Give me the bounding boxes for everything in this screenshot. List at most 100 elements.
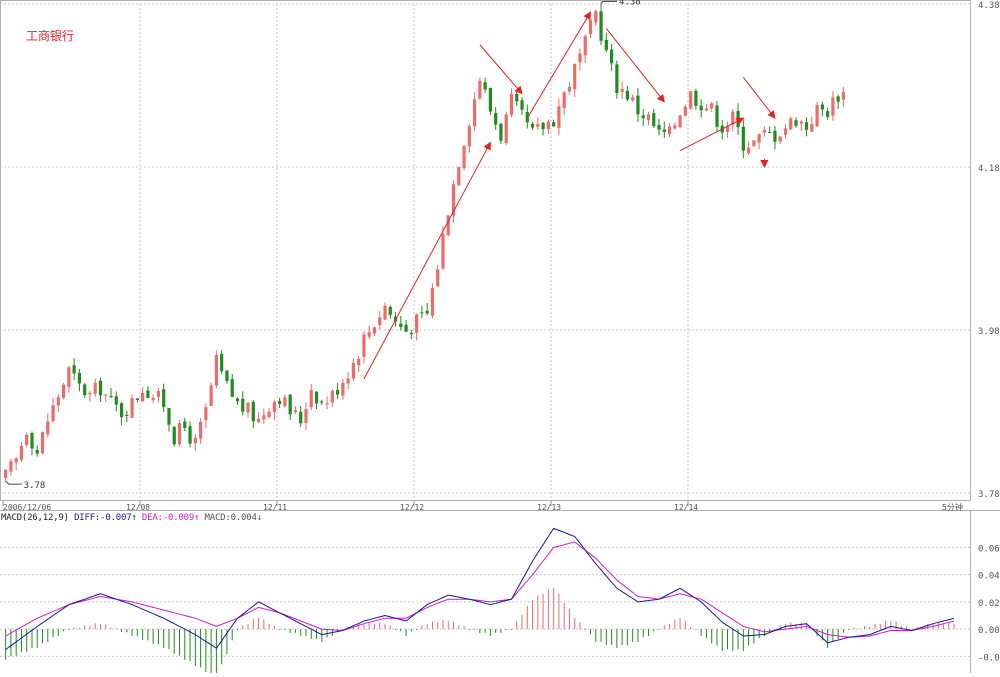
candle-down <box>183 421 187 428</box>
candle-down <box>225 370 229 382</box>
candle-up <box>362 334 366 357</box>
candle-down <box>230 378 234 397</box>
candle-down <box>741 126 745 151</box>
candle-up <box>293 410 298 413</box>
candle-down <box>188 426 192 444</box>
candle-up <box>25 434 29 445</box>
candle-up <box>177 423 182 445</box>
candle-up <box>130 398 134 418</box>
candle-up <box>283 397 287 407</box>
candle-down <box>625 90 630 100</box>
candle-up <box>304 409 308 423</box>
candle-down <box>530 123 535 128</box>
candle-up <box>746 147 751 154</box>
candle-down <box>552 122 556 127</box>
candle-up <box>209 385 213 406</box>
candle-up <box>46 421 50 435</box>
trend-arrow <box>363 141 491 380</box>
trend-arrow <box>679 117 745 152</box>
macd-tick-label: 0.02 <box>978 599 1000 609</box>
candle-down <box>404 324 408 332</box>
candle-down <box>636 95 640 115</box>
macd-legend-macd: MACD:0.004 <box>204 513 257 523</box>
candle-up <box>372 327 377 334</box>
candle-down <box>135 398 139 401</box>
candle-up <box>51 405 55 421</box>
candle-down <box>167 408 171 425</box>
candle-down <box>773 130 777 142</box>
candle-down <box>278 400 282 404</box>
candle-up <box>594 11 598 23</box>
candle-down <box>388 306 392 315</box>
candle-up <box>710 103 714 109</box>
candle-down <box>662 129 666 132</box>
candle-down <box>494 113 498 125</box>
macd-tick-label: 0.04 <box>978 572 1000 582</box>
date-tick-label: 12/08 <box>126 503 150 512</box>
macd-tick-label: 0.06 <box>978 544 1000 554</box>
candle-down <box>409 332 413 335</box>
candle-down <box>146 390 150 399</box>
candle-down <box>35 449 39 454</box>
date-tick-label: 12/11 <box>263 503 287 512</box>
candle-down <box>499 123 503 141</box>
candle-up <box>40 432 45 454</box>
candle-up <box>446 215 450 236</box>
candle-up <box>88 392 92 395</box>
dea-arrow-icon: ↑ <box>194 513 200 523</box>
candle-up <box>831 97 835 116</box>
candle-up <box>731 111 735 125</box>
candle-up <box>19 445 24 460</box>
candle-up <box>325 403 329 405</box>
candle-up <box>509 93 514 115</box>
candle-up <box>214 355 219 386</box>
candle-up <box>367 331 371 337</box>
candle-down <box>251 401 255 422</box>
candle-down <box>609 49 614 64</box>
candle-down <box>604 40 608 51</box>
candle-down <box>736 110 740 128</box>
candle-up <box>430 288 435 316</box>
candle-up <box>309 390 313 408</box>
low-marker-label: 3.78 <box>24 481 46 491</box>
candle-down <box>119 403 124 418</box>
candle-down <box>98 380 103 396</box>
candle-down <box>420 312 424 314</box>
candle-up <box>472 99 477 127</box>
candle-up <box>562 92 566 108</box>
date-tick-label: 12/13 <box>537 503 561 512</box>
price-tick-label: 4.18 <box>978 164 1000 174</box>
candle-up <box>9 461 13 472</box>
candle-up <box>93 382 97 394</box>
candle-up <box>588 20 593 35</box>
candle-up <box>841 92 846 100</box>
candle-up <box>578 53 582 63</box>
candle-up <box>557 106 561 128</box>
candle-up <box>67 367 71 387</box>
candle-down <box>515 93 519 102</box>
candle-down <box>235 398 240 402</box>
candle-up <box>4 469 8 478</box>
candle-down <box>657 125 661 130</box>
candle-down <box>109 395 113 398</box>
candle-up <box>14 458 18 463</box>
macd-legend-dea: DEA:-0.009 <box>141 513 195 523</box>
candle-up <box>256 418 261 423</box>
candle-down <box>794 120 798 126</box>
candle-down <box>288 394 292 415</box>
candle-down <box>172 427 176 445</box>
candle-up <box>815 105 819 127</box>
candle-up <box>783 128 788 135</box>
candle-up <box>752 140 756 146</box>
candle-down <box>335 390 340 395</box>
candle-down <box>836 96 840 102</box>
candle-down <box>483 82 487 90</box>
candle-down <box>220 353 224 372</box>
candle-up <box>198 421 203 439</box>
candle-down <box>715 105 719 127</box>
candle-up <box>704 108 709 111</box>
candle-down <box>114 396 118 405</box>
candle-up <box>441 233 445 269</box>
price-tick-label: 3.98 <box>978 327 1000 337</box>
